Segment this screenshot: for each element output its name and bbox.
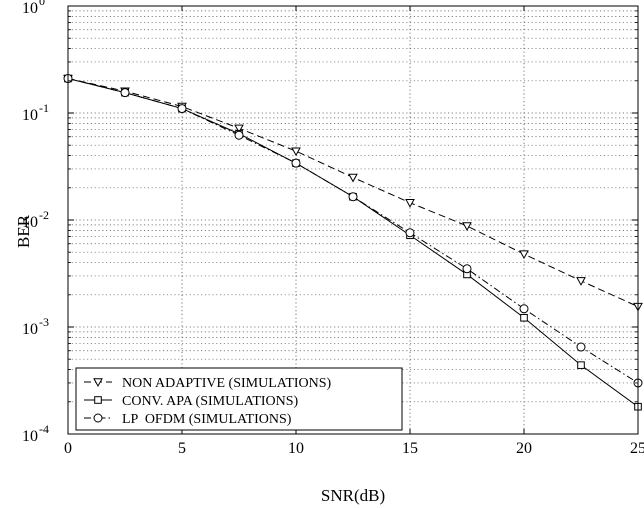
y-tick-label-exponent: -4: [39, 422, 49, 436]
tick-marks: [67, 6, 639, 435]
data-point: [405, 228, 415, 238]
data-point: [520, 313, 528, 322]
data-point: [462, 264, 472, 274]
data-point: [348, 192, 358, 202]
data-point: [462, 222, 472, 231]
x-axis-label: SNR(dB): [321, 486, 385, 505]
data-point: [291, 147, 301, 157]
data-point: [576, 342, 586, 352]
legend: NON ADAPTIVE (SIMULATIONS) CONV. APA (SIM…: [75, 367, 403, 431]
data-point: [120, 88, 130, 98]
series-3: [63, 74, 643, 388]
legend-marker: [93, 413, 103, 423]
legend-label: NON ADAPTIVE (SIMULATIONS): [122, 376, 332, 391]
y-axis-label: BER: [14, 214, 33, 248]
y-tick-label-exponent: -1: [39, 101, 49, 115]
series-2: [64, 74, 642, 411]
data-point: [291, 158, 301, 168]
y-tick-label-exponent: 0: [39, 0, 45, 8]
legend-label: CONV. APA (SIMULATIONS): [122, 394, 299, 409]
data-point: [405, 199, 415, 208]
data-point: [519, 250, 529, 260]
y-tick-label-exponent: -3: [39, 315, 49, 329]
x-tick-label: 5: [178, 440, 186, 457]
y-tick-label: 10: [22, 0, 38, 17]
data-point: [234, 130, 244, 140]
y-tick-label-exponent: -2: [39, 208, 49, 222]
y-tick-label: 10: [22, 428, 38, 445]
data-point: [519, 304, 529, 314]
series-line: [67, 78, 639, 408]
data-point: [576, 277, 586, 286]
legend-marker: [94, 396, 102, 404]
data-point: [177, 104, 187, 114]
x-tick-label: 15: [402, 440, 418, 457]
data-point: [577, 361, 585, 369]
y-tick-label: 10: [22, 321, 38, 338]
series-layer: [63, 74, 643, 411]
legend-marker: [93, 378, 103, 388]
data-point: [348, 173, 358, 183]
x-tick-label: 25: [630, 440, 644, 457]
x-tick-label: 10: [288, 440, 304, 457]
x-tick-label: 0: [64, 440, 72, 457]
legend-label: LP OFDM (SIMULATIONS): [122, 412, 292, 427]
y-tick-label: 10: [22, 214, 38, 231]
x-tick-label: 20: [516, 440, 532, 457]
data-point: [234, 124, 244, 134]
y-tick-label: 10: [22, 107, 38, 124]
legend-box: [75, 367, 403, 431]
grid-lines: [68, 6, 638, 434]
